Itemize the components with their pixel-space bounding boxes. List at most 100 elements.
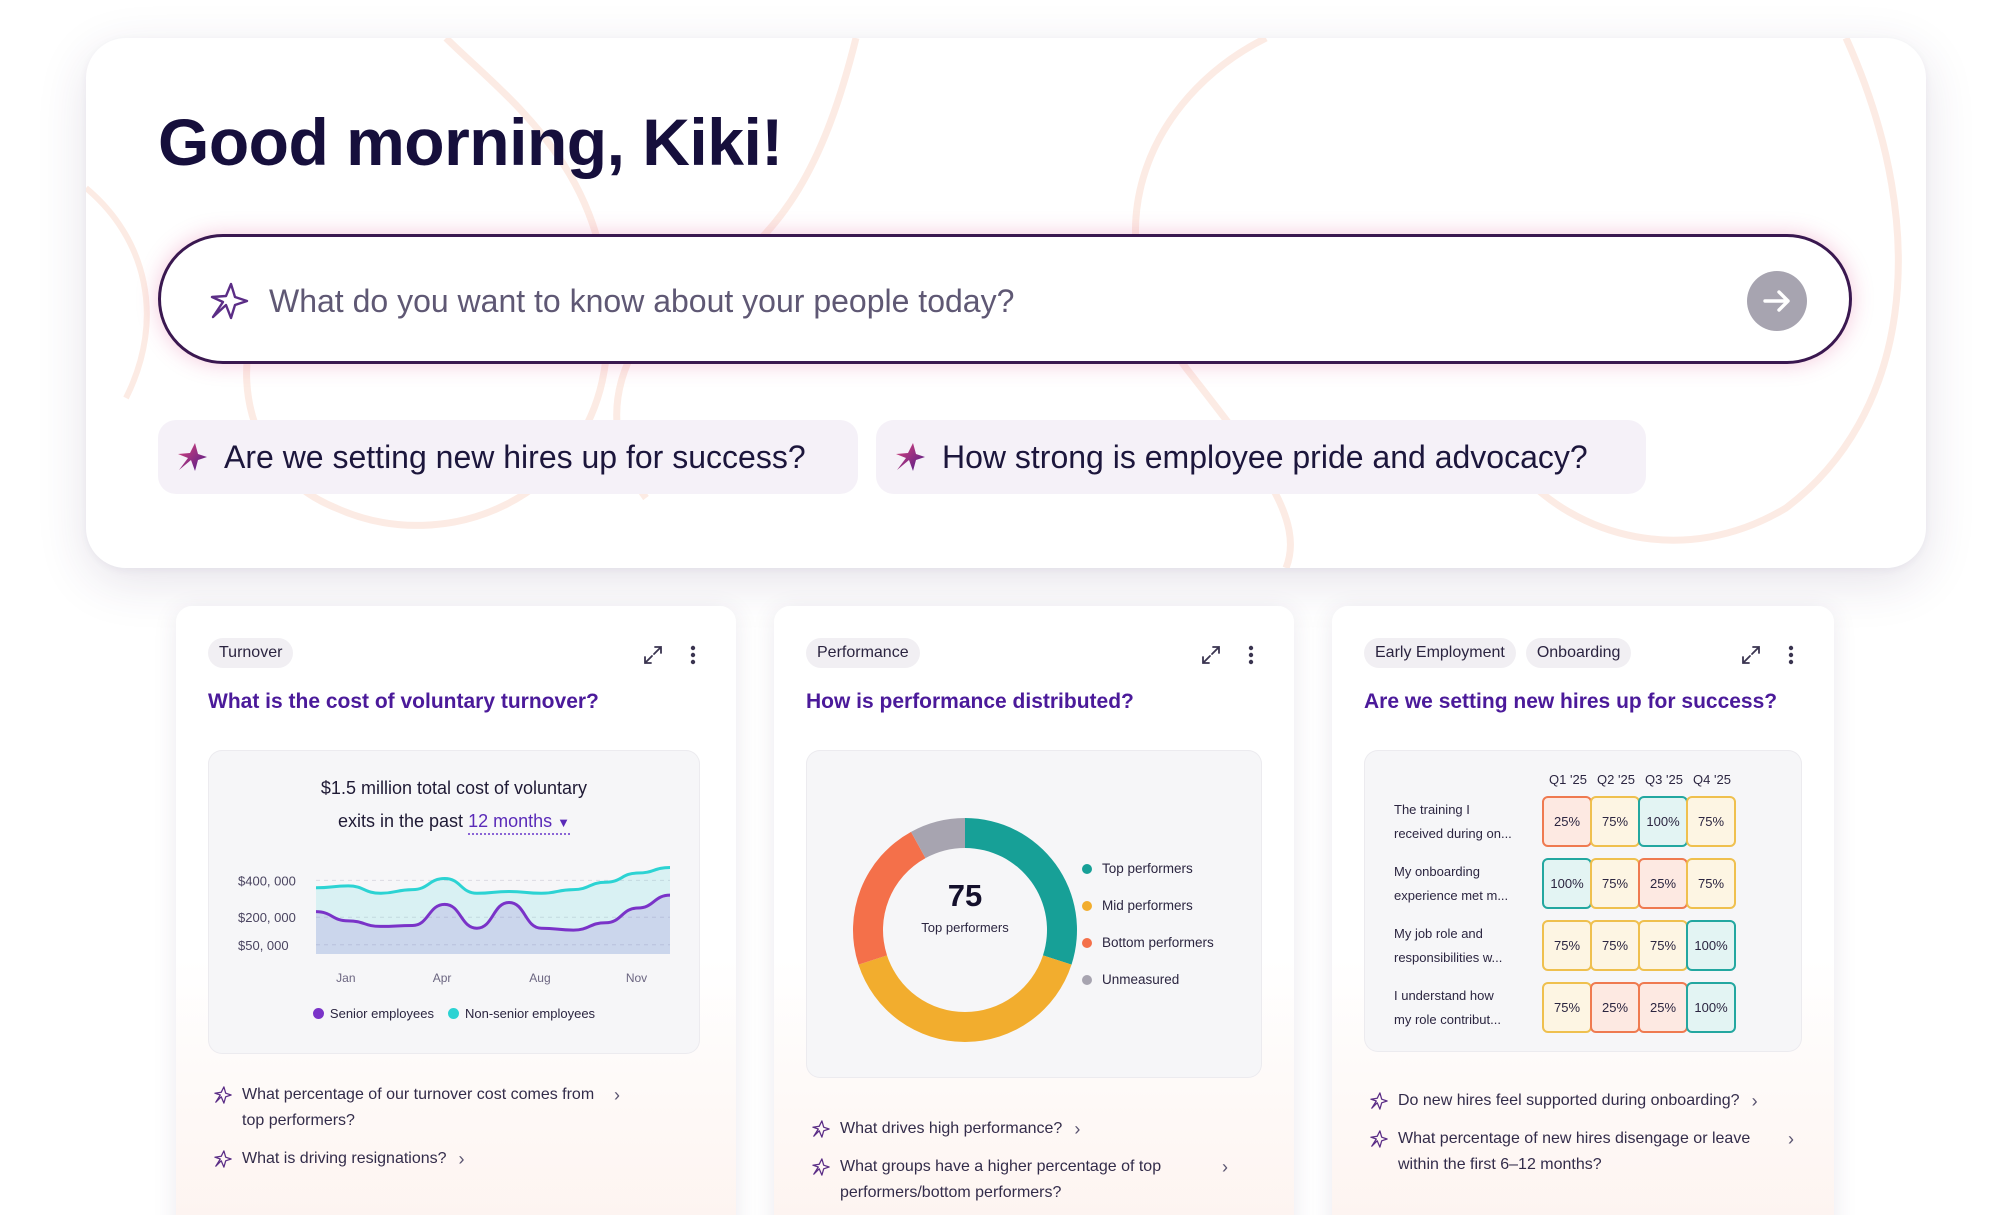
- donut-slice-mid-performers[interactable]: [858, 955, 1072, 1042]
- performance-donut-chart: [853, 818, 1077, 1042]
- row-label-line: responsibilities w...: [1394, 950, 1503, 965]
- followup-text: What drives high performance?: [840, 1120, 1063, 1137]
- donut-slice-top-performers[interactable]: [965, 818, 1077, 965]
- legend-nonsenior: Non-senior employees: [447, 1006, 595, 1021]
- chevron-right-icon: ›: [1788, 1129, 1794, 1149]
- more-options-icon[interactable]: [1238, 642, 1264, 668]
- more-options-icon[interactable]: [1778, 642, 1804, 668]
- heatmap-cell[interactable]: 100%: [1542, 858, 1592, 909]
- turnover-chart-panel: $1.5 million total cost of voluntary exi…: [208, 750, 700, 1054]
- row-label-line: my role contribut...: [1394, 1012, 1501, 1027]
- followup-question[interactable]: What drives high performance? ›: [812, 1116, 1254, 1142]
- card-title: What is the cost of voluntary turnover?: [208, 690, 599, 713]
- donut-slice-unmeasured[interactable]: [911, 818, 965, 859]
- more-options-icon[interactable]: [680, 642, 706, 668]
- heatmap-cell[interactable]: 75%: [1638, 920, 1688, 971]
- column-header: Q3 '25: [1645, 772, 1683, 787]
- followup-text: What groups have a higher percentage of …: [840, 1158, 1162, 1201]
- heatmap-cell[interactable]: 75%: [1686, 858, 1736, 909]
- heatmap-cell[interactable]: 100%: [1686, 920, 1736, 971]
- row-label: My job role and responsibilities w...: [1394, 922, 1534, 970]
- chevron-right-icon: ›: [614, 1085, 620, 1105]
- onboarding-heatmap-panel: Q1 '25 Q2 '25 Q3 '25 Q4 '25 The training I re…: [1364, 750, 1802, 1052]
- heatmap-cell[interactable]: 25%: [1590, 982, 1640, 1033]
- caret-down-icon: ▼: [557, 815, 571, 830]
- greeting-title: Good morning, Kiki!: [158, 105, 783, 179]
- row-label: The training I received during on...: [1394, 798, 1534, 846]
- heatmap-cell[interactable]: 75%: [1590, 796, 1640, 847]
- followup-text: What percentage of new hires disengage o…: [1398, 1130, 1751, 1173]
- heatmap-cell[interactable]: 75%: [1542, 920, 1592, 971]
- sparkle-icon: [812, 1120, 830, 1138]
- legend-dot: [447, 1008, 459, 1019]
- donut-slice-bottom-performers[interactable]: [853, 831, 926, 965]
- tag-performance[interactable]: Performance: [806, 638, 920, 668]
- legend-top: Top performers: [1082, 850, 1214, 887]
- summary-line-1: $1.5 million total cost of voluntary: [320, 778, 588, 798]
- suggestion-chip-new-hires[interactable]: Are we setting new hires up for success?: [158, 420, 858, 494]
- turnover-area-chart: $400, 000 $200, 000 $50, 000 Jan Apr Aug Nov: [238, 866, 671, 985]
- followup-question[interactable]: What is driving resignations? ›: [214, 1146, 696, 1172]
- followup-text: What percentage of our turnover cost com…: [242, 1086, 595, 1129]
- sparkle-filled-icon: [178, 443, 207, 471]
- heatmap-cell[interactable]: 75%: [1686, 796, 1736, 847]
- tag-early-employment[interactable]: Early Employment: [1364, 638, 1516, 668]
- sparkle-icon: [210, 282, 249, 320]
- donut-center-caption: Top performers: [921, 920, 1009, 935]
- x-tick-label: Aug: [529, 971, 550, 985]
- legend-label: Mid performers: [1102, 898, 1193, 913]
- sparkle-icon: [214, 1150, 232, 1168]
- donut-center-value: 75: [947, 878, 983, 913]
- period-dropdown[interactable]: 12 months ▼: [468, 811, 571, 835]
- legend-label: Unmeasured: [1102, 972, 1180, 987]
- row-label-line: received during on...: [1394, 826, 1512, 841]
- chevron-right-icon: ›: [1074, 1119, 1081, 1139]
- insight-card-turnover: Turnover What is the cost of voluntary t…: [176, 606, 736, 1215]
- y-tick-label: $400, 000: [238, 873, 296, 888]
- row-label-line: I understand how: [1394, 988, 1494, 1003]
- followup-question[interactable]: What percentage of new hires disengage o…: [1370, 1126, 1794, 1178]
- heatmap-cell[interactable]: 100%: [1686, 982, 1736, 1033]
- followup-text: What is driving resignations?: [242, 1150, 447, 1167]
- expand-icon[interactable]: [640, 642, 666, 668]
- followup-question[interactable]: What percentage of our turnover cost com…: [214, 1082, 696, 1134]
- legend-unmeasured: Unmeasured: [1082, 961, 1214, 998]
- y-tick-label: $200, 000: [238, 910, 296, 925]
- heatmap-cell[interactable]: 25%: [1542, 796, 1592, 847]
- tag-turnover[interactable]: Turnover: [208, 638, 294, 668]
- series-line-non-senior[interactable]: [315, 866, 671, 895]
- insight-card-onboarding: Early Employment Onboarding Are we setti…: [1332, 606, 1834, 1215]
- followup-question[interactable]: What groups have a higher percentage of …: [812, 1154, 1254, 1206]
- row-label: I understand how my role contribut...: [1394, 984, 1534, 1032]
- sparkle-icon: [1370, 1092, 1388, 1110]
- search-input[interactable]: [269, 273, 1689, 329]
- legend-mid: Mid performers: [1082, 887, 1214, 924]
- heatmap-cell[interactable]: 25%: [1638, 858, 1688, 909]
- card-title: Are we setting new hires up for success?: [1364, 690, 1778, 713]
- submit-arrow-button[interactable]: [1747, 271, 1807, 331]
- followup-list: What percentage of our turnover cost com…: [214, 1082, 696, 1184]
- legend-senior: Senior employees: [312, 1006, 434, 1021]
- expand-icon[interactable]: [1198, 642, 1224, 668]
- series-line-senior[interactable]: [315, 893, 671, 932]
- ask-search-bar[interactable]: [158, 234, 1852, 364]
- sparkle-icon: [812, 1158, 830, 1176]
- suggestion-chip-pride[interactable]: How strong is employee pride and advocac…: [876, 420, 1646, 494]
- heatmap-cell[interactable]: 75%: [1542, 982, 1592, 1033]
- tag-onboarding[interactable]: Onboarding: [1525, 638, 1632, 668]
- followup-question[interactable]: Do new hires feel supported during onboa…: [1370, 1088, 1794, 1114]
- x-tick-label: Apr: [433, 971, 452, 985]
- heatmap-cell[interactable]: 75%: [1590, 920, 1640, 971]
- legend-dot: [1082, 974, 1092, 985]
- sparkle-filled-icon: [896, 443, 925, 471]
- legend-label: Bottom performers: [1102, 935, 1214, 950]
- heatmap-cell[interactable]: 75%: [1590, 858, 1640, 909]
- legend-label: Senior employees: [329, 1006, 434, 1021]
- y-tick-label: $50, 000: [238, 938, 289, 953]
- performance-chart-panel: 75 Top performers Top performers Mid per…: [806, 750, 1262, 1078]
- followup-list: What drives high performance? › What gro…: [812, 1116, 1254, 1215]
- heatmap-cell[interactable]: 100%: [1638, 796, 1688, 847]
- expand-icon[interactable]: [1738, 642, 1764, 668]
- heatmap-cell[interactable]: 25%: [1638, 982, 1688, 1033]
- row-label-line: My onboarding: [1394, 864, 1480, 879]
